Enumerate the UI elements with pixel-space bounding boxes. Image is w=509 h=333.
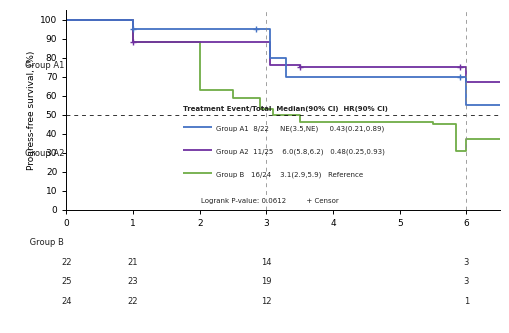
Text: 21: 21 bbox=[127, 258, 138, 267]
Text: 24: 24 bbox=[61, 297, 71, 306]
Text: 22: 22 bbox=[61, 258, 71, 267]
Text: Treatment Event/Total  Median(90% CI)  HR(90% CI): Treatment Event/Total Median(90% CI) HR(… bbox=[183, 106, 387, 112]
Y-axis label: Progress-free survival, (%): Progress-free survival, (%) bbox=[27, 50, 36, 169]
Text: 12: 12 bbox=[261, 297, 271, 306]
Text: 23: 23 bbox=[127, 277, 138, 286]
Text: Logrank P-value: 0.0612         + Censor: Logrank P-value: 0.0612 + Censor bbox=[201, 198, 338, 204]
Text: 3: 3 bbox=[463, 258, 468, 267]
Text: Group A1  8/22     NE(3.5,NE)     0.43(0.21,0.89): Group A1 8/22 NE(3.5,NE) 0.43(0.21,0.89) bbox=[215, 126, 383, 133]
Text: Group A2: Group A2 bbox=[25, 149, 64, 159]
Text: 25: 25 bbox=[61, 277, 71, 286]
Text: 19: 19 bbox=[261, 277, 271, 286]
Text: Group A2  11/25    6.0(5.8,6.2)   0.48(0.25,0.93): Group A2 11/25 6.0(5.8,6.2) 0.48(0.25,0.… bbox=[215, 149, 384, 156]
Text: 3: 3 bbox=[463, 277, 468, 286]
Text: 22: 22 bbox=[127, 297, 138, 306]
Text: Group A1: Group A1 bbox=[25, 61, 64, 70]
Text: 1: 1 bbox=[463, 297, 468, 306]
Text: 14: 14 bbox=[261, 258, 271, 267]
Text: Group B   16/24    3.1(2.9,5.9)   Reference: Group B 16/24 3.1(2.9,5.9) Reference bbox=[215, 172, 362, 178]
Text: Group B: Group B bbox=[27, 238, 64, 247]
